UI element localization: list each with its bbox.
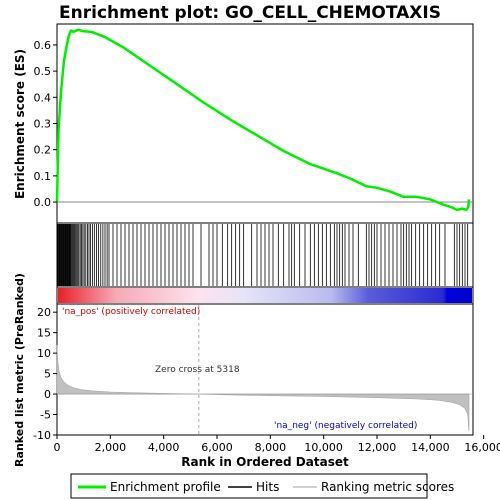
x-tick-label: 4,000 bbox=[148, 441, 180, 454]
x-tick-label: 2,000 bbox=[95, 441, 127, 454]
x-axis-label: Rank in Ordered Dataset bbox=[181, 455, 349, 469]
legend-hits-label: Hits bbox=[256, 480, 279, 494]
x-tick-label: 14,000 bbox=[411, 441, 450, 454]
es-panel-frame bbox=[56, 23, 474, 224]
metric-y-tick-label: -10 bbox=[33, 429, 51, 442]
enrichment-profile-layer bbox=[55, 28, 471, 212]
metric-y-tick-label: 20 bbox=[37, 306, 51, 319]
metric-panel-frame bbox=[56, 303, 474, 436]
es-y-tick-label: 0.4 bbox=[34, 91, 52, 104]
x-tick-label: 10,000 bbox=[304, 441, 343, 454]
metric-y-tick-label: 10 bbox=[37, 347, 51, 360]
es-y-tick-label: 0.1 bbox=[34, 170, 52, 183]
chart-title: Enrichment plot: GO_CELL_CHEMOTAXIS bbox=[59, 3, 441, 23]
neg-correlated-label: 'na_neg' (negatively correlated) bbox=[274, 421, 417, 431]
ranking-metric-area bbox=[56, 344, 470, 431]
legend-metric-label: Ranking metric scores bbox=[321, 480, 454, 494]
es-y-tick-label: 0.0 bbox=[34, 196, 52, 209]
ranking-metric-layer bbox=[56, 305, 473, 434]
x-tick-label: 6,000 bbox=[201, 441, 233, 454]
hits-layer bbox=[56, 224, 469, 286]
x-tick-label: 16,000 bbox=[464, 441, 500, 454]
x-tick-label: 0 bbox=[54, 441, 61, 454]
enrichment-profile-line bbox=[55, 28, 471, 212]
axes-layer: 0.0 0.1 0.2 0.3 0.4 0.5 0.6 -10 -5 0 5 10 15 20 0 2,000… bbox=[33, 39, 500, 454]
es-y-axis-label: Enrichment score (ES) bbox=[13, 49, 27, 199]
metric-y-tick-label: 5 bbox=[44, 368, 51, 381]
es-y-tick-label: 0.5 bbox=[34, 65, 52, 78]
ranking-color-bar bbox=[58, 288, 472, 303]
metric-y-axis-label: Ranked list metric (PreRanked) bbox=[13, 273, 26, 467]
es-y-tick-label: 0.2 bbox=[34, 144, 52, 157]
zero-cross-label: Zero cross at 5318 bbox=[155, 365, 240, 375]
metric-y-tick-label: -5 bbox=[40, 409, 51, 422]
legend-box bbox=[70, 473, 428, 499]
pos-correlated-label: 'na_pos' (positively correlated) bbox=[62, 307, 200, 317]
legend-es-label: Enrichment profile bbox=[110, 480, 221, 494]
metric-y-tick-label: 15 bbox=[37, 327, 51, 340]
es-y-tick-label: 0.6 bbox=[34, 39, 52, 52]
es-y-tick-label: 0.3 bbox=[34, 118, 52, 131]
x-tick-label: 8,000 bbox=[255, 441, 287, 454]
x-tick-label: 12,000 bbox=[358, 441, 397, 454]
metric-y-tick-label: 0 bbox=[44, 388, 51, 401]
